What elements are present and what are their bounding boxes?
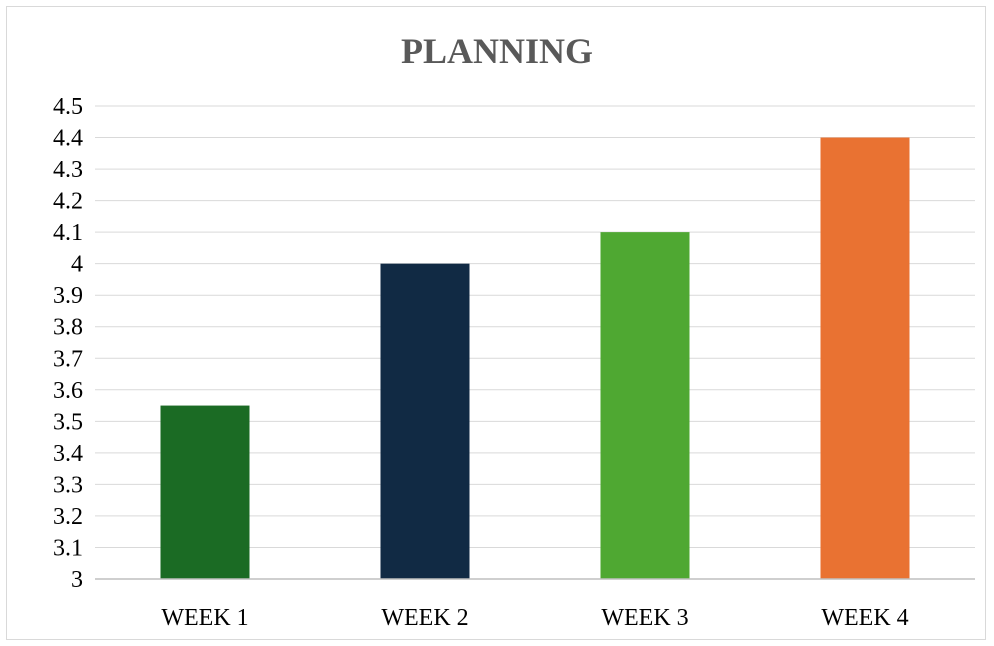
bar-week-4 <box>820 137 910 580</box>
bars <box>160 137 910 580</box>
y-tick-label: 3.6 <box>53 378 83 404</box>
y-tick-label: 4.3 <box>53 157 83 183</box>
x-category-label: WEEK 4 <box>821 605 908 631</box>
y-tick-label: 4.1 <box>53 220 83 246</box>
y-tick-label: 3 <box>71 567 83 593</box>
y-tick-label: 3.5 <box>53 409 83 435</box>
y-tick-label: 4.4 <box>53 126 83 152</box>
y-tick-label: 3.1 <box>53 535 83 561</box>
chart-title: PLANNING <box>400 31 593 71</box>
y-tick-label: 4 <box>71 252 83 278</box>
y-tick-label: 4.5 <box>53 94 83 120</box>
x-category-label: WEEK 1 <box>161 605 248 631</box>
y-tick-label: 3.4 <box>53 441 83 467</box>
y-tick-label: 3.2 <box>53 504 83 530</box>
x-category-label: WEEK 3 <box>601 605 688 631</box>
y-tick-label: 3.8 <box>53 315 83 341</box>
y-tick-label: 3.7 <box>53 346 83 372</box>
y-tick-label: 3.9 <box>53 283 83 309</box>
y-tick-label: 3.3 <box>53 472 83 498</box>
x-category-label: WEEK 2 <box>381 605 468 631</box>
bar-week-2 <box>380 263 470 579</box>
y-tick-label: 4.2 <box>53 189 83 215</box>
bar-week-1 <box>160 405 250 579</box>
category-labels: WEEK 1 WEEK 2 WEEK 3 WEEK 4 <box>161 605 908 631</box>
bar-week-3 <box>600 232 690 579</box>
y-tick-labels: 3 3.1 3.2 3.3 3.4 3.5 3.6 3.7 3.8 3.9 4 4.1 4.2 4.3 4.… <box>53 94 83 593</box>
